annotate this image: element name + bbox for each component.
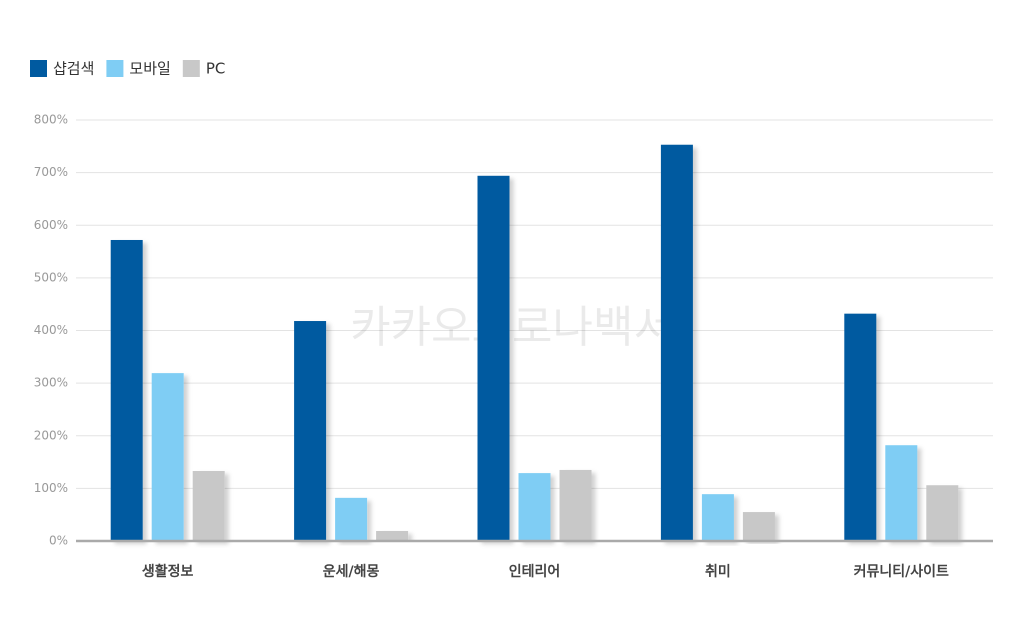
y-tick-label: 800% <box>34 113 68 127</box>
legend-label: PC <box>206 60 226 78</box>
y-tick-label: 300% <box>34 376 68 390</box>
bar <box>376 531 409 541</box>
bar <box>926 485 959 541</box>
legend-swatch <box>182 60 200 77</box>
bar <box>477 175 510 541</box>
bar <box>742 512 775 541</box>
y-tick-label: 700% <box>34 165 68 179</box>
bar <box>885 445 918 541</box>
legend-swatch <box>30 60 47 77</box>
x-tick-label: 생활정보 <box>142 563 194 580</box>
bar <box>294 321 327 541</box>
y-tick-label: 100% <box>34 481 68 495</box>
y-tick-label: 600% <box>34 218 68 232</box>
bar <box>844 313 877 541</box>
y-tick-label: 400% <box>34 323 68 337</box>
bar <box>518 473 551 541</box>
bar <box>110 239 143 542</box>
bar <box>151 373 184 541</box>
bar <box>192 471 225 541</box>
x-tick-label: 취미 <box>705 564 731 580</box>
y-tick-label: 0% <box>49 534 68 548</box>
bar <box>559 469 592 541</box>
x-tick-label: 커뮤니티/사이트 <box>854 563 949 580</box>
x-tick-label: 운세/해몽 <box>323 564 380 580</box>
bar <box>701 494 734 541</box>
legend-swatch <box>106 60 124 77</box>
legend-label: 모바일 <box>129 60 170 78</box>
bar <box>660 144 693 541</box>
y-tick-label: 200% <box>34 428 68 442</box>
watermark: 카카오코로나백서 <box>350 302 674 353</box>
bar <box>335 497 368 541</box>
legend-label: 샵검색 <box>53 60 94 78</box>
y-tick-label: 500% <box>34 270 68 284</box>
x-tick-label: 인테리어 <box>509 563 561 580</box>
